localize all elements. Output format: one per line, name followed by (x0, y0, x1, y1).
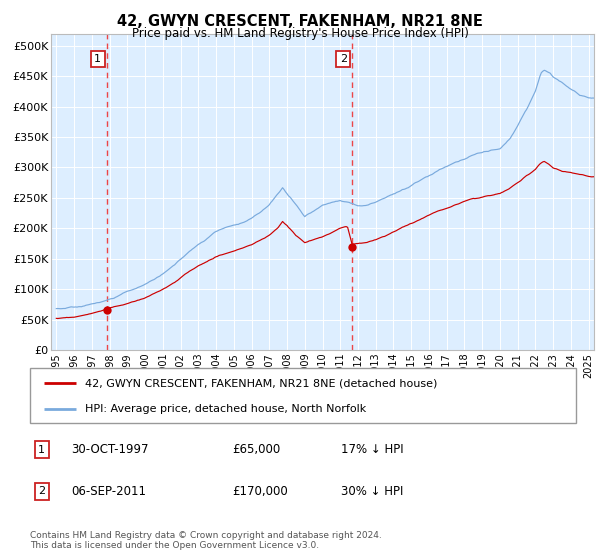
Text: Contains HM Land Registry data © Crown copyright and database right 2024.
This d: Contains HM Land Registry data © Crown c… (30, 531, 382, 550)
Text: £65,000: £65,000 (232, 443, 280, 456)
Text: 17% ↓ HPI: 17% ↓ HPI (341, 443, 404, 456)
Text: 42, GWYN CRESCENT, FAKENHAM, NR21 8NE (detached house): 42, GWYN CRESCENT, FAKENHAM, NR21 8NE (d… (85, 379, 437, 388)
Text: 1: 1 (38, 445, 45, 455)
FancyBboxPatch shape (30, 368, 576, 423)
Text: 30% ↓ HPI: 30% ↓ HPI (341, 485, 404, 498)
Text: 42, GWYN CRESCENT, FAKENHAM, NR21 8NE: 42, GWYN CRESCENT, FAKENHAM, NR21 8NE (117, 14, 483, 29)
Text: 06-SEP-2011: 06-SEP-2011 (71, 485, 146, 498)
Text: 2: 2 (340, 54, 347, 64)
Text: £170,000: £170,000 (232, 485, 288, 498)
Text: HPI: Average price, detached house, North Norfolk: HPI: Average price, detached house, Nort… (85, 404, 366, 414)
Text: Price paid vs. HM Land Registry's House Price Index (HPI): Price paid vs. HM Land Registry's House … (131, 27, 469, 40)
Text: 30-OCT-1997: 30-OCT-1997 (71, 443, 148, 456)
Text: 1: 1 (94, 54, 101, 64)
Text: 2: 2 (38, 486, 46, 496)
